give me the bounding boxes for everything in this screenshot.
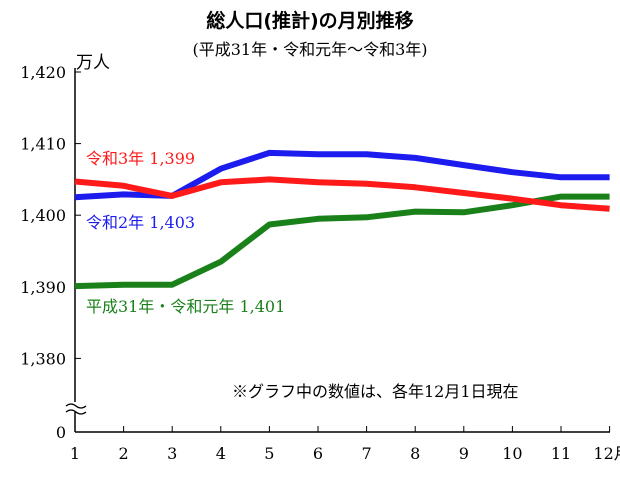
x-tick-label: 9 [459,444,469,463]
x-tick-label: 12月 [593,444,620,463]
x-tick-label: 4 [216,444,226,463]
x-tick-label: 5 [264,444,274,463]
x-tick-label: 7 [362,444,372,463]
y-tick-label: 0 [56,423,66,442]
x-tick-label: 2 [119,444,129,463]
y-axis-unit-label: 万人 [76,53,110,73]
series-label: 平成31年・令和元年 1,401 [86,297,285,316]
y-tick-label: 1,380 [20,349,66,368]
axis-break-mark [65,403,87,409]
series-line [74,193,610,290]
x-tick-label: 1 [70,444,80,463]
y-tick-label: 1,400 [20,206,66,225]
x-tick-label: 6 [313,444,323,463]
axis-break-mark [65,409,87,415]
x-tick-label: 8 [410,444,420,463]
series-label: 令和3年 1,399 [86,149,195,168]
series-line [74,176,610,212]
chart-subtitle: (平成31年・令和元年～令和3年) [192,40,428,59]
y-tick-label: 1,390 [20,278,66,297]
x-tick-label: 10 [502,444,522,463]
x-tick-label: 11 [551,444,571,463]
axis-break-gap [64,402,86,412]
x-tick-label: 3 [167,444,177,463]
y-tick-label: 1,410 [20,135,66,154]
series-label: 令和2年 1,403 [86,213,195,232]
chart-title: 総人口(推計)の月別推移 [206,10,414,32]
y-tick-label: 1,420 [20,63,66,82]
chart-note: ※グラフ中の数値は、各年12月1日現在 [232,382,519,401]
